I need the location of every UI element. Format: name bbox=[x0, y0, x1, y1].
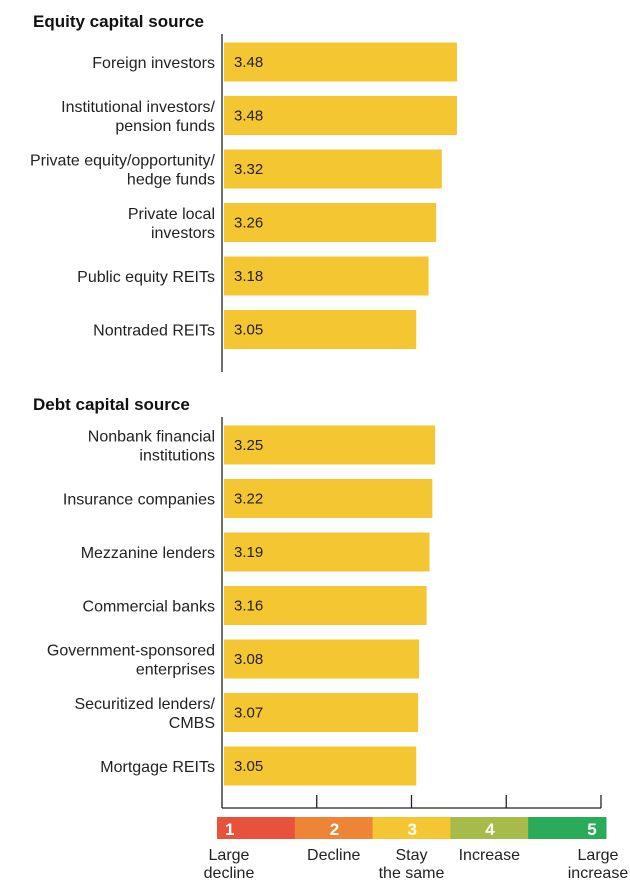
bar-value-label: 3.48 bbox=[234, 54, 263, 71]
category-label: Insurance companies bbox=[63, 492, 215, 509]
scale-label: Large increase bbox=[568, 847, 629, 882]
scale-number: 2 bbox=[330, 820, 339, 839]
bar bbox=[224, 746, 417, 786]
scale-swatch bbox=[217, 817, 296, 839]
scale-label-line: decline bbox=[204, 865, 255, 882]
category-label-line: Private local bbox=[128, 206, 215, 223]
bar bbox=[224, 639, 420, 679]
bar-value-label: 3.26 bbox=[234, 215, 263, 232]
scale-label-line: Large bbox=[209, 847, 250, 864]
category-label-line: CMBS bbox=[169, 715, 215, 732]
category-label: Government-sponsored enterprises bbox=[47, 643, 215, 679]
scale-label-line: the same bbox=[379, 865, 445, 882]
section-title: Equity capital source bbox=[33, 12, 204, 31]
bar bbox=[224, 425, 436, 465]
scale-item-4: 4 Increase bbox=[450, 817, 529, 864]
bar-value-label: 3.25 bbox=[234, 437, 263, 454]
bar bbox=[224, 532, 430, 572]
bar-value-label: 3.18 bbox=[234, 268, 263, 285]
category-label: Private local investors bbox=[128, 206, 215, 242]
category-label-line: Securitized lenders/ bbox=[74, 696, 215, 713]
category-label: Institutional investors/pension funds bbox=[61, 99, 215, 135]
category-label-line: institutions bbox=[139, 448, 215, 465]
bar-value-label: 3.22 bbox=[234, 491, 263, 508]
bar bbox=[224, 42, 457, 82]
chart-sections: Equity capital source 3.48 Foreign investo… bbox=[30, 12, 457, 795]
bar bbox=[224, 310, 417, 349]
scale-label: Decline bbox=[307, 847, 360, 864]
bar-value-label: 3.08 bbox=[234, 651, 263, 668]
scale-label-line: increase bbox=[568, 865, 629, 882]
category-label-line: Mortgage REITs bbox=[100, 759, 215, 776]
category-label-line: Institutional investors/ bbox=[61, 99, 215, 116]
bar bbox=[224, 479, 433, 518]
category-label-line: Insurance companies bbox=[63, 492, 215, 509]
category-label: Commercial banks bbox=[83, 599, 215, 616]
section-0: Equity capital source 3.48 Foreign investo… bbox=[30, 12, 457, 372]
scale-label: Large decline bbox=[204, 847, 255, 882]
category-label-line: Nontraded REITs bbox=[93, 323, 215, 340]
scale-swatch bbox=[372, 817, 451, 839]
scale-item-2: 2 Decline bbox=[294, 817, 374, 864]
category-label-line: hedge funds bbox=[127, 172, 215, 189]
scale-label: Increase bbox=[459, 847, 520, 864]
bar bbox=[224, 149, 442, 189]
bar-value-label: 3.07 bbox=[234, 705, 263, 722]
category-label: Mortgage REITs bbox=[100, 759, 215, 776]
section-1: Debt capital source 3.25 Nonbank financial… bbox=[33, 395, 436, 795]
category-label-line: Mezzanine lenders bbox=[81, 545, 215, 562]
scale-label-line: Decline bbox=[307, 847, 360, 864]
bar-value-label: 3.19 bbox=[234, 544, 263, 561]
bar bbox=[224, 96, 457, 135]
scale-label-line: Increase bbox=[459, 847, 520, 864]
scale-label-line: Large bbox=[578, 847, 619, 864]
scale-number: 1 bbox=[225, 820, 234, 839]
category-label-line: enterprises bbox=[136, 662, 215, 679]
scale-label-line: Stay bbox=[395, 847, 427, 864]
scale-number: 5 bbox=[587, 820, 596, 839]
category-label: Public equity REITs bbox=[77, 269, 215, 286]
category-label-line: pension funds bbox=[115, 118, 215, 135]
category-label-line: Foreign investors bbox=[92, 55, 215, 72]
category-label: Nontraded REITs bbox=[93, 323, 215, 340]
section-title: Debt capital source bbox=[33, 395, 190, 414]
scale-item-3: 3 Stay the same bbox=[372, 817, 451, 882]
scale-swatch bbox=[294, 817, 374, 839]
category-label: Private equity/opportunity/hedge funds bbox=[30, 153, 216, 189]
bar bbox=[224, 256, 429, 296]
category-label-line: Nonbank financial bbox=[88, 429, 215, 446]
scale-swatch bbox=[528, 817, 607, 839]
category-label: Mezzanine lenders bbox=[81, 545, 215, 562]
category-label: Nonbank financial institutions bbox=[88, 429, 215, 465]
category-label-line: investors bbox=[151, 225, 215, 242]
scale-item-1: 1 Large decline bbox=[204, 817, 296, 882]
bar-value-label: 3.16 bbox=[234, 598, 263, 615]
category-label-line: Private equity/opportunity/ bbox=[30, 153, 216, 170]
category-label: Foreign investors bbox=[92, 55, 215, 72]
bar bbox=[224, 693, 419, 732]
bar-value-label: 3.05 bbox=[234, 758, 263, 775]
bar bbox=[224, 203, 437, 242]
scale-number: 3 bbox=[408, 820, 417, 839]
scale-label: Stay the same bbox=[379, 847, 445, 882]
scale-number: 4 bbox=[485, 820, 495, 839]
bar bbox=[224, 586, 427, 625]
x-axis bbox=[221, 795, 602, 809]
category-label-line: Government-sponsored bbox=[47, 643, 215, 660]
bar-value-label: 3.32 bbox=[234, 161, 263, 178]
category-label: Securitized lenders/CMBS bbox=[74, 696, 215, 732]
scale-item-5: 5 Large increase bbox=[528, 817, 628, 882]
bar-value-label: 3.48 bbox=[234, 108, 263, 125]
category-label-line: Public equity REITs bbox=[77, 269, 215, 286]
scale-swatch bbox=[450, 817, 529, 839]
category-label-line: Commercial banks bbox=[83, 599, 215, 616]
bar-value-label: 3.05 bbox=[234, 322, 263, 339]
